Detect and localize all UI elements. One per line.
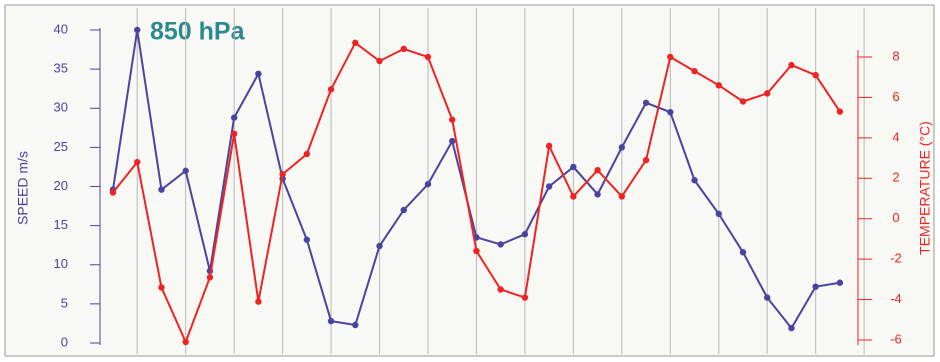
- data-point: [836, 279, 844, 286]
- data-point: [473, 247, 480, 255]
- y2-tick-label: 0: [892, 210, 899, 225]
- data-point: [449, 137, 456, 145]
- data-point: [497, 241, 504, 248]
- data-point: [400, 45, 407, 53]
- data-point: [764, 294, 771, 301]
- data-point: [642, 99, 650, 106]
- data-point: [691, 67, 698, 75]
- data-point: [158, 186, 165, 193]
- data-point: [570, 193, 577, 200]
- data-point: [545, 183, 553, 190]
- data-point: [521, 294, 529, 301]
- y2-tick-label: -4: [890, 291, 902, 306]
- data-point: [570, 163, 577, 171]
- data-point: [667, 53, 674, 61]
- y2-axis-label: TEMPERATURE (°C): [917, 121, 933, 255]
- data-point: [715, 82, 722, 89]
- data-point: [230, 114, 238, 121]
- data-point: [182, 167, 189, 175]
- data-point: [109, 189, 117, 196]
- data-point: [812, 71, 819, 79]
- data-point: [788, 61, 795, 69]
- data-point: [182, 338, 189, 346]
- data-point: [352, 321, 359, 329]
- data-point: [134, 26, 141, 34]
- data-point: [545, 142, 553, 150]
- data-point: [497, 286, 504, 293]
- data-point: [788, 324, 795, 332]
- data-point: [836, 108, 844, 115]
- data-point: [424, 180, 432, 188]
- y2-tick-label: 4: [892, 129, 899, 144]
- data-point: [206, 274, 214, 281]
- y-tick-label: 15: [54, 217, 68, 232]
- data-point: [376, 242, 383, 250]
- data-point: [715, 210, 722, 218]
- data-point: [424, 53, 432, 61]
- data-point: [594, 191, 601, 198]
- data-point: [327, 317, 335, 325]
- data-point: [255, 70, 262, 78]
- data-point: [303, 236, 311, 243]
- data-point: [594, 167, 601, 174]
- data-point: [255, 298, 262, 305]
- chart-title: 850 hPa: [150, 18, 246, 46]
- data-point: [158, 284, 165, 291]
- data-point: [667, 108, 674, 116]
- data-point: [618, 144, 626, 151]
- plot-frame: [4, 4, 935, 357]
- data-point: [812, 283, 819, 290]
- data-point: [618, 193, 626, 200]
- data-point: [279, 171, 286, 178]
- data-point: [739, 249, 747, 256]
- y-tick-label: 40: [54, 21, 68, 36]
- y2-tick-label: -6: [890, 331, 902, 346]
- data-point: [134, 158, 141, 166]
- y-tick-label: 10: [54, 256, 68, 271]
- y-tick-label: 5: [61, 295, 68, 310]
- y2-tick-label: 2: [892, 170, 899, 185]
- data-point: [400, 206, 407, 214]
- y-tick-label: 30: [54, 100, 68, 115]
- data-point: [352, 39, 359, 47]
- data-point: [642, 156, 650, 164]
- data-point: [449, 116, 456, 123]
- data-point: [327, 86, 335, 93]
- data-point: [764, 90, 771, 97]
- y-tick-label: 0: [61, 334, 68, 349]
- y-tick-label: 25: [54, 139, 68, 154]
- data-point: [691, 177, 698, 184]
- y-tick-label: 20: [54, 178, 68, 193]
- data-point: [303, 150, 311, 158]
- data-point: [739, 98, 747, 105]
- data-point: [521, 231, 529, 238]
- y2-tick-label: 8: [892, 48, 899, 63]
- y2-tick-label: 6: [892, 89, 899, 104]
- y-axis-label: SPEED m/s: [15, 151, 31, 225]
- y-tick-label: 35: [54, 61, 68, 76]
- data-point: [376, 57, 383, 65]
- data-point: [230, 130, 238, 138]
- y2-tick-label: -2: [890, 251, 902, 266]
